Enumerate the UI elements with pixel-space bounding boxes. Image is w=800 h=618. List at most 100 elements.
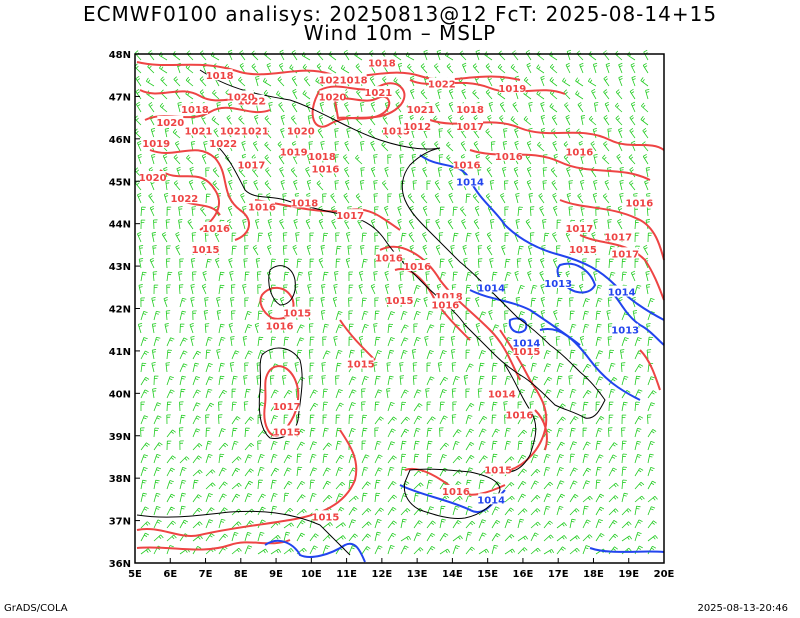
wind-barb [387, 428, 396, 438]
wind-barb [527, 257, 533, 269]
wind-barb [550, 167, 558, 178]
wind-barb [374, 401, 380, 412]
wind-barb [270, 505, 278, 516]
wind-barb [257, 531, 265, 542]
wind-barb [604, 179, 610, 191]
wind-barb [231, 482, 242, 490]
wind-barb [360, 245, 365, 256]
wind-barb [472, 89, 480, 100]
isobar-label-background [319, 73, 346, 85]
footer-timestamp: 2025-08-13-20:46 [697, 603, 788, 614]
wind-barb [543, 549, 555, 555]
wind-barb [166, 337, 175, 347]
wind-barb [413, 415, 422, 425]
wind-barb [577, 193, 584, 204]
wind-barb [446, 141, 454, 152]
wind-barb [398, 283, 403, 295]
wind-barb [580, 115, 586, 126]
wind-barb [148, 193, 155, 204]
wind-barb [562, 77, 571, 87]
wind-barb [556, 441, 565, 451]
wind-barb [205, 193, 211, 204]
wind-barb [308, 271, 313, 282]
wind-barb [504, 548, 516, 555]
isobar-label-background [340, 73, 367, 85]
wind-barb [230, 297, 235, 308]
isobar-label-background [192, 243, 219, 255]
wind-barb [608, 349, 615, 360]
wind-barb [342, 154, 350, 165]
wind-barb [387, 481, 397, 490]
wind-barb [475, 231, 480, 243]
wind-barb [399, 141, 404, 152]
wind-barb [382, 76, 389, 87]
wind-barb [270, 534, 281, 542]
wind-barb [205, 482, 216, 490]
wind-barb [140, 297, 145, 308]
wind-barb [452, 232, 459, 243]
wind-barb [615, 89, 623, 100]
wind-barb [330, 193, 337, 204]
wind-barb [218, 481, 228, 490]
wind-barb [137, 192, 142, 204]
wind-barb [322, 442, 332, 451]
isobar-label: 1015 [192, 245, 220, 256]
wind-barb [582, 427, 588, 438]
wind-barb [152, 388, 157, 399]
wind-barb [256, 271, 262, 282]
wind-barb [345, 257, 351, 269]
wind-barb [293, 218, 298, 230]
coastline-north-africa [136, 510, 351, 556]
coastline-sicily [403, 468, 501, 519]
wind-barb [178, 271, 183, 282]
wind-barb [634, 532, 642, 542]
wind-barb [295, 297, 301, 308]
wind-barb [398, 193, 404, 204]
wind-barb [413, 403, 423, 412]
wind-barb [257, 506, 266, 516]
wind-barb [175, 244, 181, 256]
wind-barb [422, 244, 428, 256]
wind-barb [582, 390, 592, 399]
wind-barb [140, 362, 147, 373]
lat-tick-label: 47N [109, 92, 131, 103]
isobar-label-background [227, 90, 254, 102]
isobar-label-background [428, 77, 455, 89]
wind-barb [504, 337, 512, 347]
wind-barb [280, 179, 285, 191]
wind-barb [582, 519, 591, 529]
wind-barb [264, 154, 272, 165]
isobar-label-background [280, 145, 307, 157]
wind-barb [450, 244, 455, 256]
wind-barb [594, 102, 599, 113]
wind-barb [192, 494, 202, 503]
wind-barb [257, 493, 266, 503]
isobar-label: 1018 [181, 105, 209, 116]
wind-barb [270, 493, 278, 503]
wind-barb [212, 89, 220, 100]
wind-barb [267, 244, 272, 256]
wind-barb [452, 429, 462, 438]
wind-barb [140, 492, 147, 503]
wind-barb [634, 454, 642, 464]
wind-barb [348, 533, 358, 542]
wind-barb [252, 244, 259, 256]
wind-barb [465, 441, 475, 451]
wind-barb [504, 258, 511, 269]
isobar-label-background [308, 149, 335, 161]
wind-barb [473, 140, 480, 152]
isobar-label-background [626, 196, 653, 208]
wind-barb [608, 482, 619, 490]
wind-barb [291, 101, 298, 113]
wind-barb [151, 323, 157, 334]
wind-barb [426, 310, 434, 321]
wind-barb [257, 466, 265, 477]
wind-barb [569, 480, 578, 490]
wind-barb [549, 77, 558, 87]
wind-barb [542, 180, 547, 191]
wind-barb [465, 428, 474, 438]
wind-barb [491, 401, 498, 412]
wind-barb [607, 128, 612, 139]
wind-barb [582, 534, 593, 542]
wind-barb [321, 362, 326, 373]
